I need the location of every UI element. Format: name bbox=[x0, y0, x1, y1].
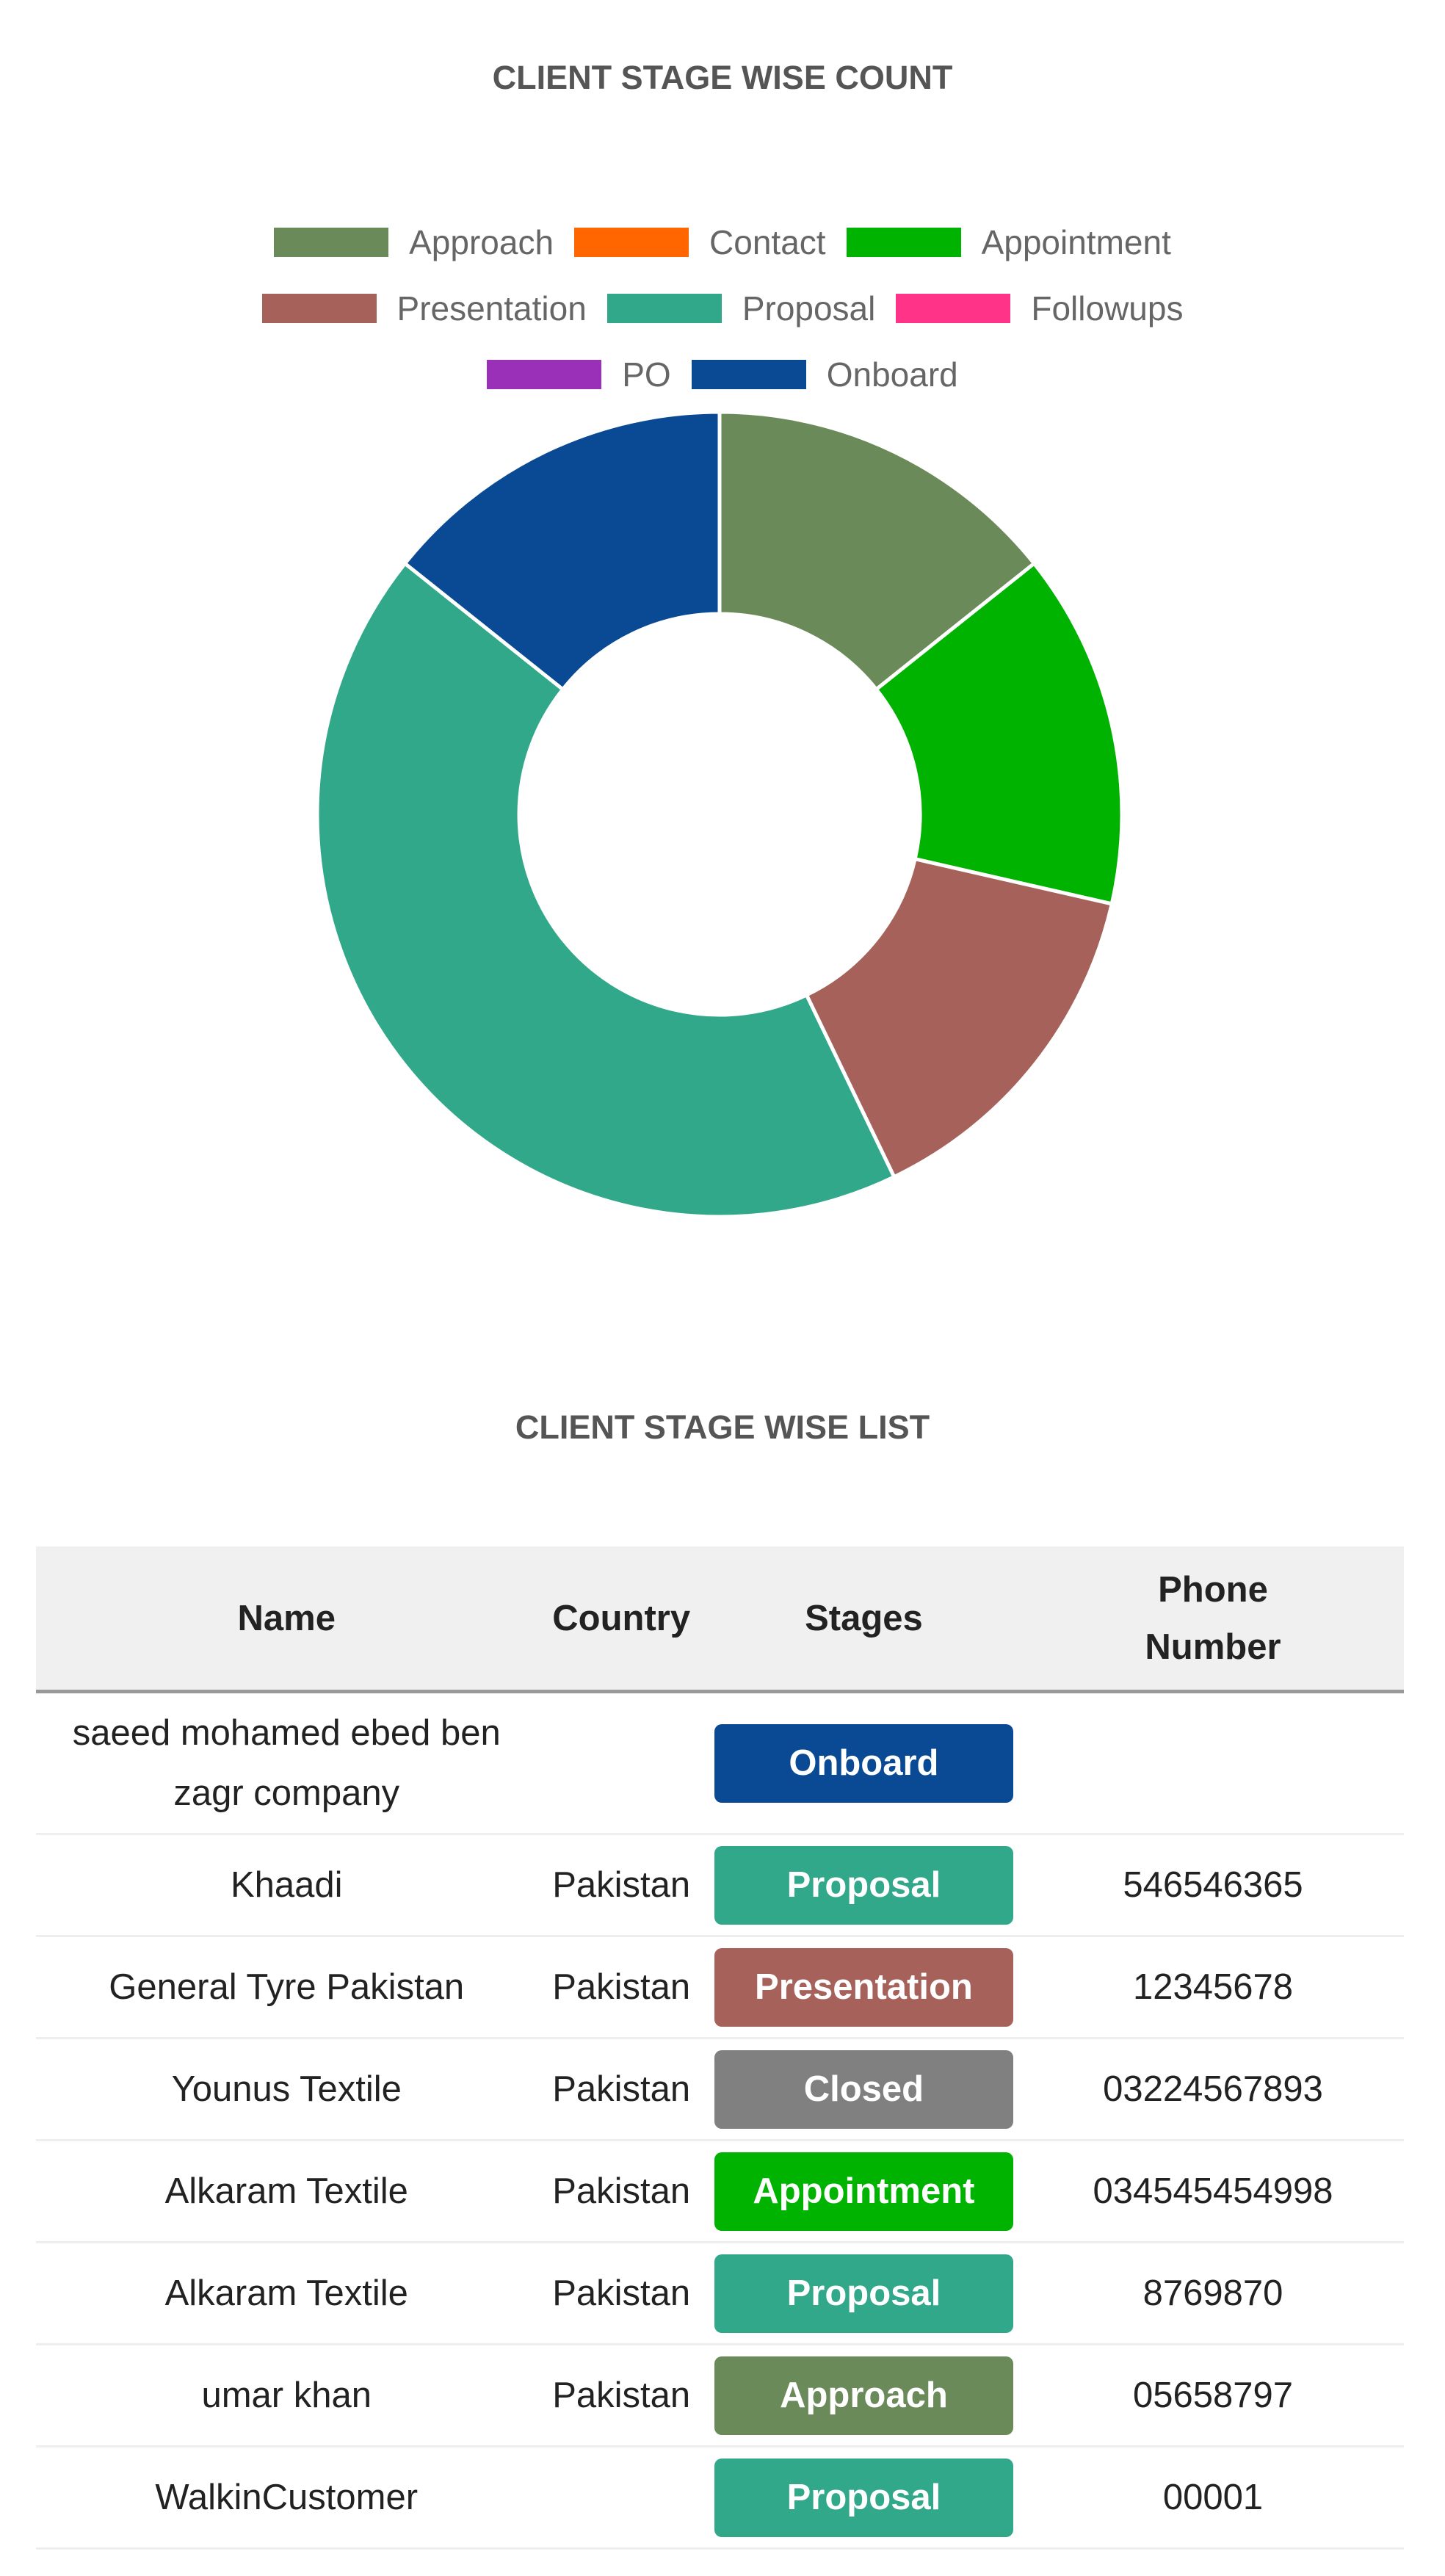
table-row: Younus Textile Pakistan Closed 03224567893 bbox=[36, 2038, 1404, 2141]
name-cell: saeed mohamed ebed ben zagr company bbox=[36, 1691, 537, 1835]
stage-cell: Onboard bbox=[705, 1691, 1022, 1835]
legend-label: Appointment bbox=[981, 223, 1171, 261]
legend-label: PO bbox=[622, 355, 671, 394]
legend-label: Onboard bbox=[826, 355, 958, 394]
stage-badge: Presentation bbox=[714, 1947, 1013, 2027]
phone-cell: 05658797 bbox=[1021, 2344, 1404, 2447]
name-cell: Alkaram Textile bbox=[36, 2242, 537, 2345]
table-row: WalkinCustomer Proposal 00001 bbox=[36, 2446, 1404, 2550]
legend-item: Followups bbox=[896, 289, 1183, 328]
donut-chart bbox=[315, 410, 1124, 1219]
legend-swatch bbox=[487, 360, 602, 389]
phone-cell: 546546365 bbox=[1021, 1834, 1404, 1937]
legend-item: Approach bbox=[274, 222, 554, 262]
header-cell: Stages bbox=[705, 1546, 1022, 1693]
table-row: General Tyre Pakistan Pakistan Presentatio… bbox=[36, 1936, 1404, 2039]
stage-cell: Closed bbox=[705, 2038, 1022, 2141]
stage-badge: Appointment bbox=[714, 2152, 1013, 2231]
name-cell: Alkaram Textile bbox=[36, 2140, 537, 2243]
table-row: umar khan Pakistan Approach 05658797 bbox=[36, 2344, 1404, 2447]
header-cell: Name bbox=[36, 1546, 537, 1693]
name-cell: WalkinCustomer bbox=[36, 2446, 537, 2550]
legend-label: Proposal bbox=[742, 289, 876, 328]
phone-cell: 03224567893 bbox=[1021, 2038, 1404, 2141]
phone-cell: 034545454998 bbox=[1021, 2140, 1404, 2243]
client-table: Name Country Stages Phone Number saeed m… bbox=[36, 1546, 1404, 2550]
stage-cell: Proposal bbox=[705, 2446, 1022, 2550]
donut-segment bbox=[315, 560, 897, 1219]
legend-swatch bbox=[846, 228, 961, 257]
country-cell bbox=[537, 1691, 706, 1835]
legend-label: Contact bbox=[709, 223, 826, 261]
stage-cell: Approach bbox=[705, 2344, 1022, 2447]
table-row: Alkaram Textile Pakistan Appointment 034545… bbox=[36, 2140, 1404, 2243]
legend-swatch bbox=[606, 294, 722, 323]
legend-item: Contact bbox=[574, 222, 826, 262]
phone-cell: 8769870 bbox=[1021, 2242, 1404, 2345]
stage-badge: Onboard bbox=[714, 1723, 1013, 1803]
stage-badge: Proposal bbox=[714, 1845, 1013, 1925]
header-cell: Phone Number bbox=[1021, 1546, 1404, 1693]
donut-segment bbox=[804, 856, 1115, 1180]
header-cell: Country bbox=[537, 1546, 706, 1693]
country-cell bbox=[537, 2446, 706, 2550]
stage-badge: Approach bbox=[714, 2356, 1013, 2435]
stage-badge: Proposal bbox=[714, 2458, 1013, 2537]
stage-cell: Proposal bbox=[705, 2242, 1022, 2345]
legend-label: Approach bbox=[409, 223, 554, 261]
stage-badge: Proposal bbox=[714, 2254, 1013, 2333]
legend-swatch bbox=[274, 228, 389, 257]
table-row: Alkaram Textile Pakistan Proposal 8769870 bbox=[36, 2242, 1404, 2345]
legend-item: Onboard bbox=[691, 355, 958, 394]
legend: Approach Contact Appointment Presentation Pr… bbox=[0, 209, 1445, 408]
phone-cell bbox=[1021, 1691, 1404, 1835]
legend-row: PO Onboard bbox=[0, 341, 1445, 408]
legend-item: Proposal bbox=[606, 289, 876, 328]
table-body: saeed mohamed ebed ben zagr company Onboa… bbox=[36, 1691, 1404, 2550]
legend-row: Presentation Proposal Followups bbox=[0, 275, 1445, 341]
header-row: Name Country Stages Phone Number bbox=[36, 1546, 1404, 1693]
stage-cell: Presentation bbox=[705, 1936, 1022, 2039]
country-cell: Pakistan bbox=[537, 1834, 706, 1937]
phone-cell: 00001 bbox=[1021, 2446, 1404, 2550]
legend-swatch bbox=[261, 294, 377, 323]
legend-swatch bbox=[691, 360, 806, 389]
donut-segment bbox=[873, 560, 1124, 906]
country-cell: Pakistan bbox=[537, 1936, 706, 2039]
legend-label: Followups bbox=[1031, 289, 1184, 328]
table-row: saeed mohamed ebed ben zagr company Onboa… bbox=[36, 1691, 1404, 1835]
donut-segment bbox=[717, 410, 1037, 692]
stage-badge: Closed bbox=[714, 2049, 1013, 2129]
chart-title: CLIENT STAGE WISE COUNT bbox=[492, 59, 953, 96]
stage-cell: Proposal bbox=[705, 1834, 1022, 1937]
table-row: Khaadi Pakistan Proposal 546546365 bbox=[36, 1834, 1404, 1937]
legend-row: Approach Contact Appointment bbox=[0, 209, 1445, 275]
name-cell: Khaadi bbox=[36, 1834, 537, 1937]
legend-item: Presentation bbox=[261, 289, 587, 328]
legend-label: Presentation bbox=[396, 289, 587, 328]
legend-swatch bbox=[574, 228, 689, 257]
donut-segment bbox=[402, 410, 722, 692]
name-cell: General Tyre Pakistan bbox=[36, 1936, 537, 2039]
stage-cell: Appointment bbox=[705, 2140, 1022, 2243]
country-cell: Pakistan bbox=[537, 2242, 706, 2345]
table-title: CLIENT STAGE WISE LIST bbox=[515, 1408, 930, 1446]
legend-item: Appointment bbox=[846, 222, 1171, 262]
legend-swatch bbox=[896, 294, 1011, 323]
country-cell: Pakistan bbox=[537, 2038, 706, 2141]
country-cell: Pakistan bbox=[537, 2344, 706, 2447]
name-cell: umar khan bbox=[36, 2344, 537, 2447]
legend-item: PO bbox=[487, 355, 671, 394]
phone-cell: 12345678 bbox=[1021, 1936, 1404, 2039]
name-cell: Younus Textile bbox=[36, 2038, 537, 2141]
country-cell: Pakistan bbox=[537, 2140, 706, 2243]
